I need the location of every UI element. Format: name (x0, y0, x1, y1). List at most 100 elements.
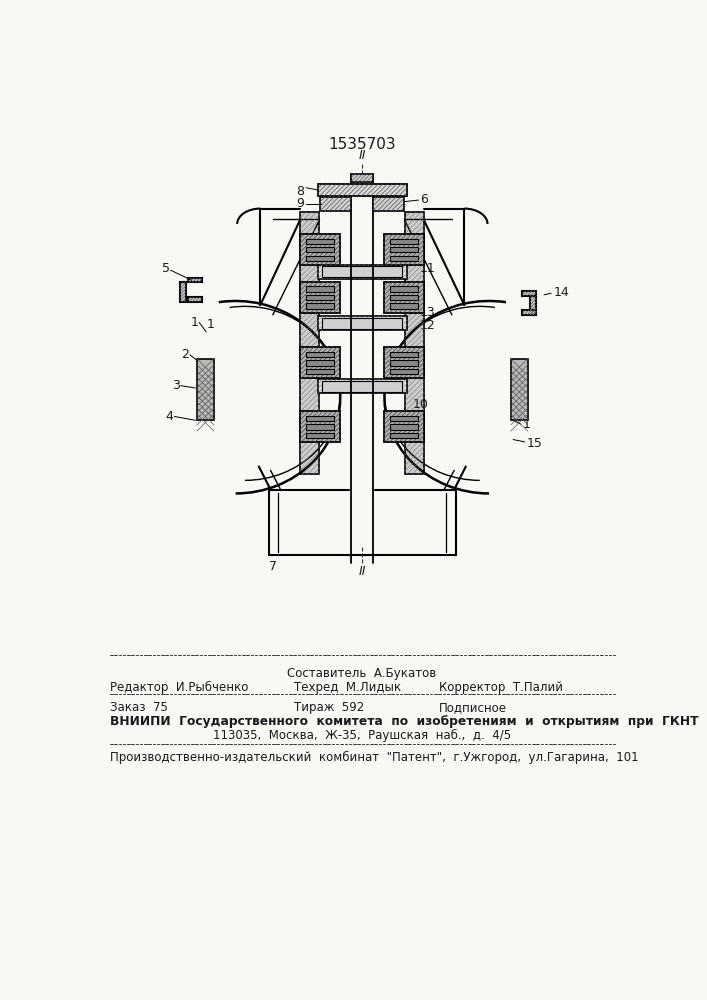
Bar (373, 197, 404, 211)
Text: II: II (358, 565, 366, 578)
Bar (187, 278, 201, 282)
Text: 3: 3 (172, 379, 180, 392)
Bar (373, 197, 404, 211)
Bar (390, 295, 418, 300)
Bar (300, 212, 320, 474)
Bar (306, 433, 334, 438)
Text: 1: 1 (522, 418, 530, 431)
Bar (197, 359, 214, 420)
Bar (300, 347, 340, 378)
Bar (384, 282, 424, 312)
Bar (530, 296, 537, 315)
Text: II: II (358, 149, 366, 162)
Bar (390, 247, 418, 252)
Text: 7: 7 (269, 560, 277, 573)
Bar (306, 303, 334, 309)
Bar (390, 369, 418, 374)
Bar (300, 234, 340, 265)
Text: Корректор  Т.Палий: Корректор Т.Палий (438, 681, 563, 694)
Bar (306, 247, 334, 252)
Bar (306, 369, 334, 374)
Text: 12: 12 (420, 319, 436, 332)
Text: 1535703: 1535703 (328, 137, 396, 152)
Bar (300, 212, 320, 474)
Text: 14: 14 (554, 286, 569, 299)
Bar (317, 184, 407, 196)
Bar (384, 411, 424, 442)
Bar (300, 282, 340, 312)
Bar (317, 265, 407, 279)
Bar (306, 416, 334, 421)
Bar (390, 424, 418, 430)
Bar (317, 379, 407, 393)
Bar (390, 286, 418, 292)
Bar (306, 256, 334, 261)
Bar (384, 347, 424, 378)
Bar (317, 184, 407, 196)
Text: 6: 6 (420, 193, 428, 206)
Bar (306, 360, 334, 366)
Bar (390, 239, 418, 244)
Bar (384, 411, 424, 442)
Bar (317, 265, 407, 279)
Bar (351, 174, 373, 182)
Bar (384, 234, 424, 265)
Bar (390, 416, 418, 421)
Text: 10: 10 (412, 398, 428, 411)
Bar (390, 433, 418, 438)
Bar (522, 291, 537, 296)
Bar (300, 347, 340, 378)
Bar (530, 296, 537, 315)
Bar (320, 197, 351, 211)
Bar (306, 424, 334, 430)
Text: 13: 13 (420, 306, 436, 319)
Bar (522, 291, 537, 296)
Bar (300, 234, 340, 265)
Text: Редактор  И.Рыбченко: Редактор И.Рыбченко (110, 681, 248, 694)
Bar (306, 286, 334, 292)
Bar (322, 266, 402, 277)
Text: 9: 9 (296, 197, 304, 210)
Bar (306, 352, 334, 357)
Text: 4: 4 (165, 410, 174, 423)
Bar (522, 310, 537, 315)
Bar (404, 212, 424, 474)
Text: 8: 8 (296, 185, 304, 198)
Text: 1: 1 (207, 318, 215, 331)
Bar (180, 282, 186, 302)
Bar (300, 411, 340, 442)
Bar (306, 239, 334, 244)
Text: Производственно-издательский  комбинат  "Патент",  г.Ужгород,  ул.Гагарина,  101: Производственно-издательский комбинат "П… (110, 751, 638, 764)
Bar (187, 278, 201, 282)
Bar (187, 297, 201, 302)
Text: 113035,  Москва,  Ж-35,  Раушская  наб.,  д.  4/5: 113035, Москва, Ж-35, Раушская наб., д. … (213, 729, 511, 742)
Text: ВНИИПИ  Государственного  комитета  по  изобретениям  и  открытиям  при  ГКНТ  С: ВНИИПИ Государственного комитета по изоб… (110, 715, 707, 728)
Bar (384, 282, 424, 312)
Bar (384, 347, 424, 378)
Text: 15: 15 (526, 437, 542, 450)
Bar (306, 295, 334, 300)
Text: 5: 5 (162, 262, 170, 275)
Bar (320, 197, 351, 211)
Bar (510, 359, 528, 420)
Bar (317, 316, 407, 330)
Bar (187, 297, 201, 302)
Bar (322, 318, 402, 329)
Bar (317, 379, 407, 393)
Bar (351, 174, 373, 182)
Bar (180, 282, 186, 302)
Bar (300, 282, 340, 312)
Text: Тираж  592: Тираж 592 (293, 701, 364, 714)
Bar (390, 360, 418, 366)
Bar (390, 352, 418, 357)
Bar (404, 212, 424, 474)
Bar (522, 310, 537, 315)
Bar (390, 256, 418, 261)
Text: Составитель  А.Букатов: Составитель А.Букатов (287, 667, 437, 680)
Text: 11: 11 (420, 262, 436, 275)
Bar (300, 411, 340, 442)
Text: Подписное: Подписное (438, 701, 507, 714)
Bar (390, 303, 418, 309)
Text: 1: 1 (191, 316, 199, 329)
Text: Заказ  75: Заказ 75 (110, 701, 168, 714)
